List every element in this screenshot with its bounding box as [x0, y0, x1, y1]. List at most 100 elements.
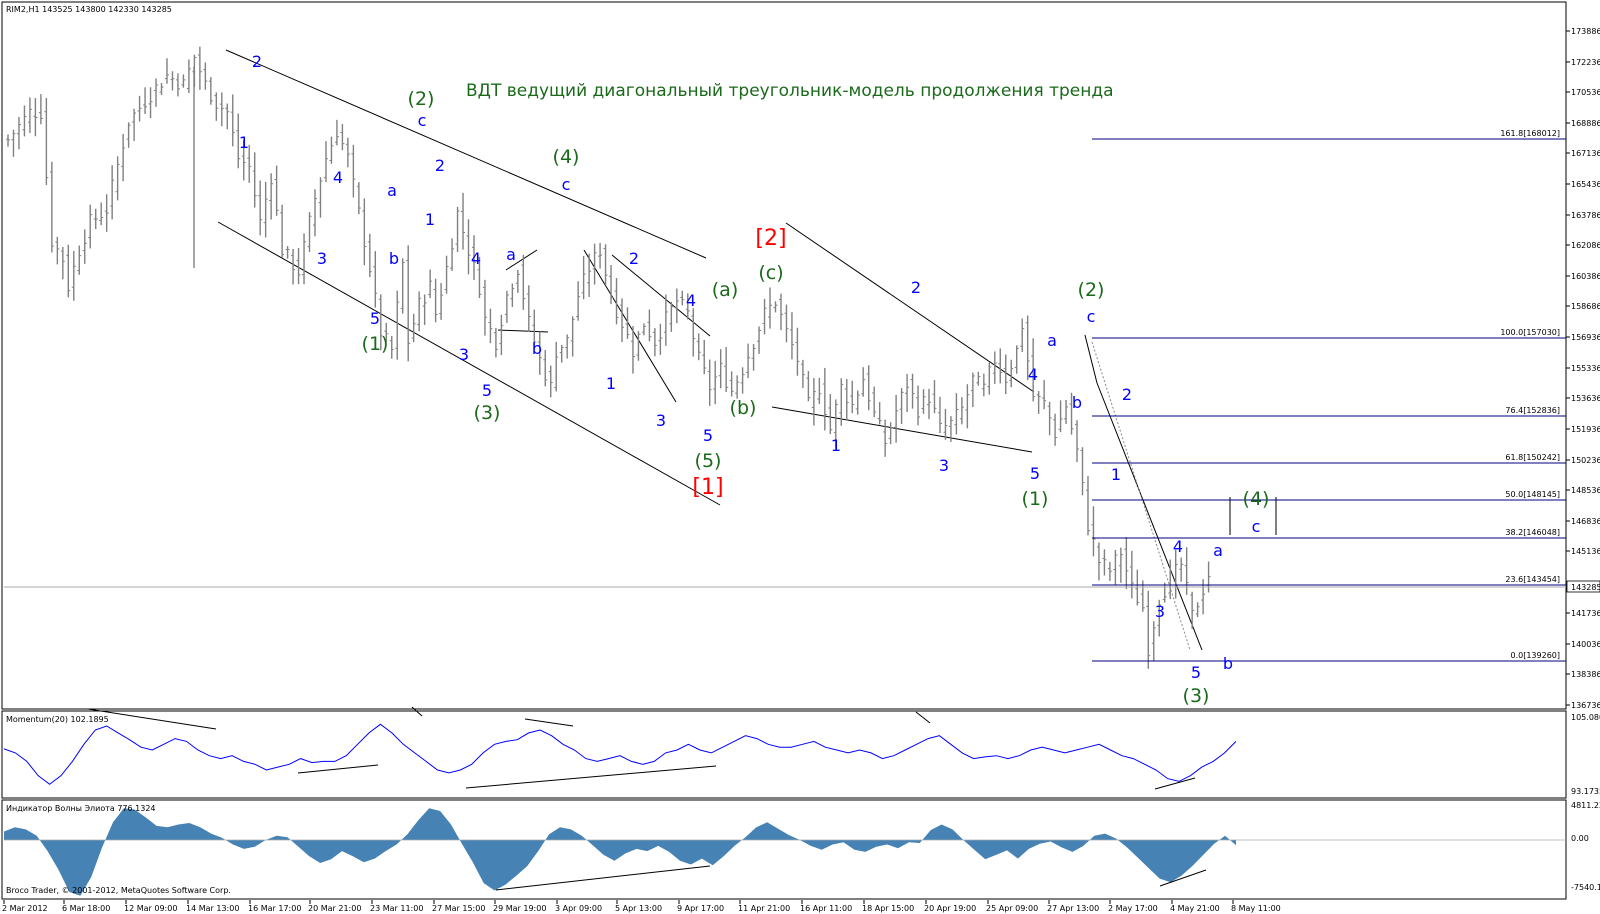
symbol-header: RIM2,H1 143525 143800 142330 143285 [6, 5, 172, 14]
momentum-panel-frame [1, 710, 1567, 799]
price-tick-label: 155336 [1571, 364, 1600, 373]
time-tick-label: 6 Mar 18:00 [62, 904, 110, 913]
momentum-panel: 105.080 93.1735 [3, 706, 1600, 796]
wave-label: (c) [758, 262, 783, 284]
price-tick-label: 153636 [1571, 394, 1600, 403]
wave-label: 4 [333, 168, 343, 187]
price-tick-label: 163786 [1571, 211, 1600, 220]
trend-line [771, 406, 1033, 453]
price-tick-label: 136736 [1571, 701, 1600, 710]
wave-label: c [1252, 517, 1261, 536]
trend-line [583, 249, 677, 403]
price-tick-label: 162086 [1571, 241, 1600, 250]
wave-label: 2 [629, 249, 639, 268]
wave-label: 4 [686, 291, 696, 310]
price-tick-label: 160386 [1571, 272, 1600, 281]
oscillator-tick-label: 4811.22 [1571, 801, 1600, 810]
fib-level-label: 38.2[146048] [1505, 528, 1560, 537]
price-tick-label: 172236 [1571, 58, 1600, 67]
wave-label: a [1047, 331, 1057, 350]
time-tick-label: 16 Mar 17:00 [248, 904, 301, 913]
time-tick-label: 23 Mar 11:00 [370, 904, 423, 913]
time-tick-label: 29 Mar 19:00 [493, 904, 546, 913]
fib-level-label: 0.0[139260] [1510, 651, 1560, 660]
price-tick-label: 173886 [1571, 27, 1600, 36]
time-tick-label: 27 Mar 15:00 [432, 904, 485, 913]
wave-label: [1] [692, 475, 723, 500]
time-tick-label: 20 Apr 19:00 [924, 904, 976, 913]
wave-label: a [506, 245, 516, 264]
oscillator-area [4, 808, 1236, 896]
copyright-text: Broco Trader, © 2001-2012, MetaQuotes So… [6, 886, 231, 895]
wave-label: c [562, 175, 571, 194]
price-tick-label: 158686 [1571, 302, 1600, 311]
wave-label: c [418, 111, 427, 130]
trend-line [1084, 334, 1098, 384]
price-tick-label: 148536 [1571, 486, 1600, 495]
wave-label: (2) [1078, 279, 1105, 301]
divergence-line [915, 711, 931, 724]
fib-level-label: 50.0[148145] [1505, 490, 1560, 499]
trend-line [1096, 382, 1203, 651]
projection-line [1091, 341, 1191, 651]
price-tick-label: 165436 [1571, 180, 1600, 189]
wave-label: (4) [553, 146, 580, 168]
wave-label: 2 [252, 52, 262, 71]
wave-label: 3 [939, 456, 949, 475]
time-tick-label: 2 Mar 2012 [2, 904, 48, 913]
wave-label: 5 [370, 309, 380, 328]
wave-label: b [532, 339, 542, 358]
trend-line [217, 221, 721, 506]
wave-label: 1 [425, 210, 435, 229]
price-tick-label: 150236 [1571, 456, 1600, 465]
wave-label: (2) [408, 88, 435, 110]
current-price-box [1566, 580, 1600, 593]
wave-label: 3 [317, 249, 327, 268]
wave-label: 1 [239, 133, 249, 152]
wave-label: 1 [831, 436, 841, 455]
time-tick-label: 16 Apr 11:00 [800, 904, 852, 913]
price-tick-label: 170536 [1571, 88, 1600, 97]
momentum-title: Momentum(20) 102.1895 [6, 715, 109, 724]
price-tick-label: 167136 [1571, 149, 1600, 158]
wave-label: (b) [730, 397, 757, 419]
wave-label: c [1087, 307, 1096, 326]
trendlines [217, 49, 1277, 651]
price-tick-label: 143285 [1571, 583, 1600, 592]
time-tick-label: 18 Apr 15:00 [862, 904, 914, 913]
divergence-line [87, 708, 217, 730]
time-tick-label: 27 Apr 13:00 [1047, 904, 1099, 913]
wave-label: 2 [435, 156, 445, 175]
wave-label: 1 [1111, 465, 1121, 484]
oscillator-title: Индикатор Волны Элиота 776.1324 [6, 804, 156, 813]
wave-label: 3 [1155, 602, 1165, 621]
price-tick-label: 146836 [1571, 517, 1600, 526]
wave-label: 3 [459, 345, 469, 364]
time-tick-label: 11 Apr 21:00 [738, 904, 790, 913]
price-tick-label: 168886 [1571, 119, 1600, 128]
trend-line [785, 222, 1035, 393]
wave-label: 2 [911, 278, 921, 297]
momentum-line [3, 723, 1237, 785]
time-axis: 2 Mar 2012 6 Mar 18:00 12 Mar 09:00 14 Mar … [2, 900, 1281, 913]
wave-label: b [1223, 654, 1233, 673]
momentum-tick-label: 93.1735 [1571, 787, 1600, 796]
price-tick-label: 138386 [1571, 670, 1600, 679]
time-tick-label: 14 Mar 13:00 [186, 904, 239, 913]
wave-label: 4 [471, 249, 481, 268]
fib-level-label: 100.0[157030] [1500, 328, 1560, 337]
price-tick-label: 151936 [1571, 425, 1600, 434]
wave-label: 4 [1173, 537, 1183, 556]
oscillator-panel-frame [1, 799, 1567, 900]
wave-label: 5 [1191, 663, 1201, 682]
wave-label: b [1072, 393, 1082, 412]
time-tick-label: 5 Apr 13:00 [615, 904, 662, 913]
oscillator-panel: 4811.22 0.00 -7540.19 [4, 801, 1600, 896]
wave-label: (1) [1022, 488, 1049, 510]
wave-label: 5 [482, 381, 492, 400]
chart-title: ВДТ ведущий диагональный треугольник-мод… [466, 81, 1114, 101]
fib-level-label: 76.4[152836] [1505, 406, 1560, 415]
wave-label: (3) [474, 402, 501, 424]
